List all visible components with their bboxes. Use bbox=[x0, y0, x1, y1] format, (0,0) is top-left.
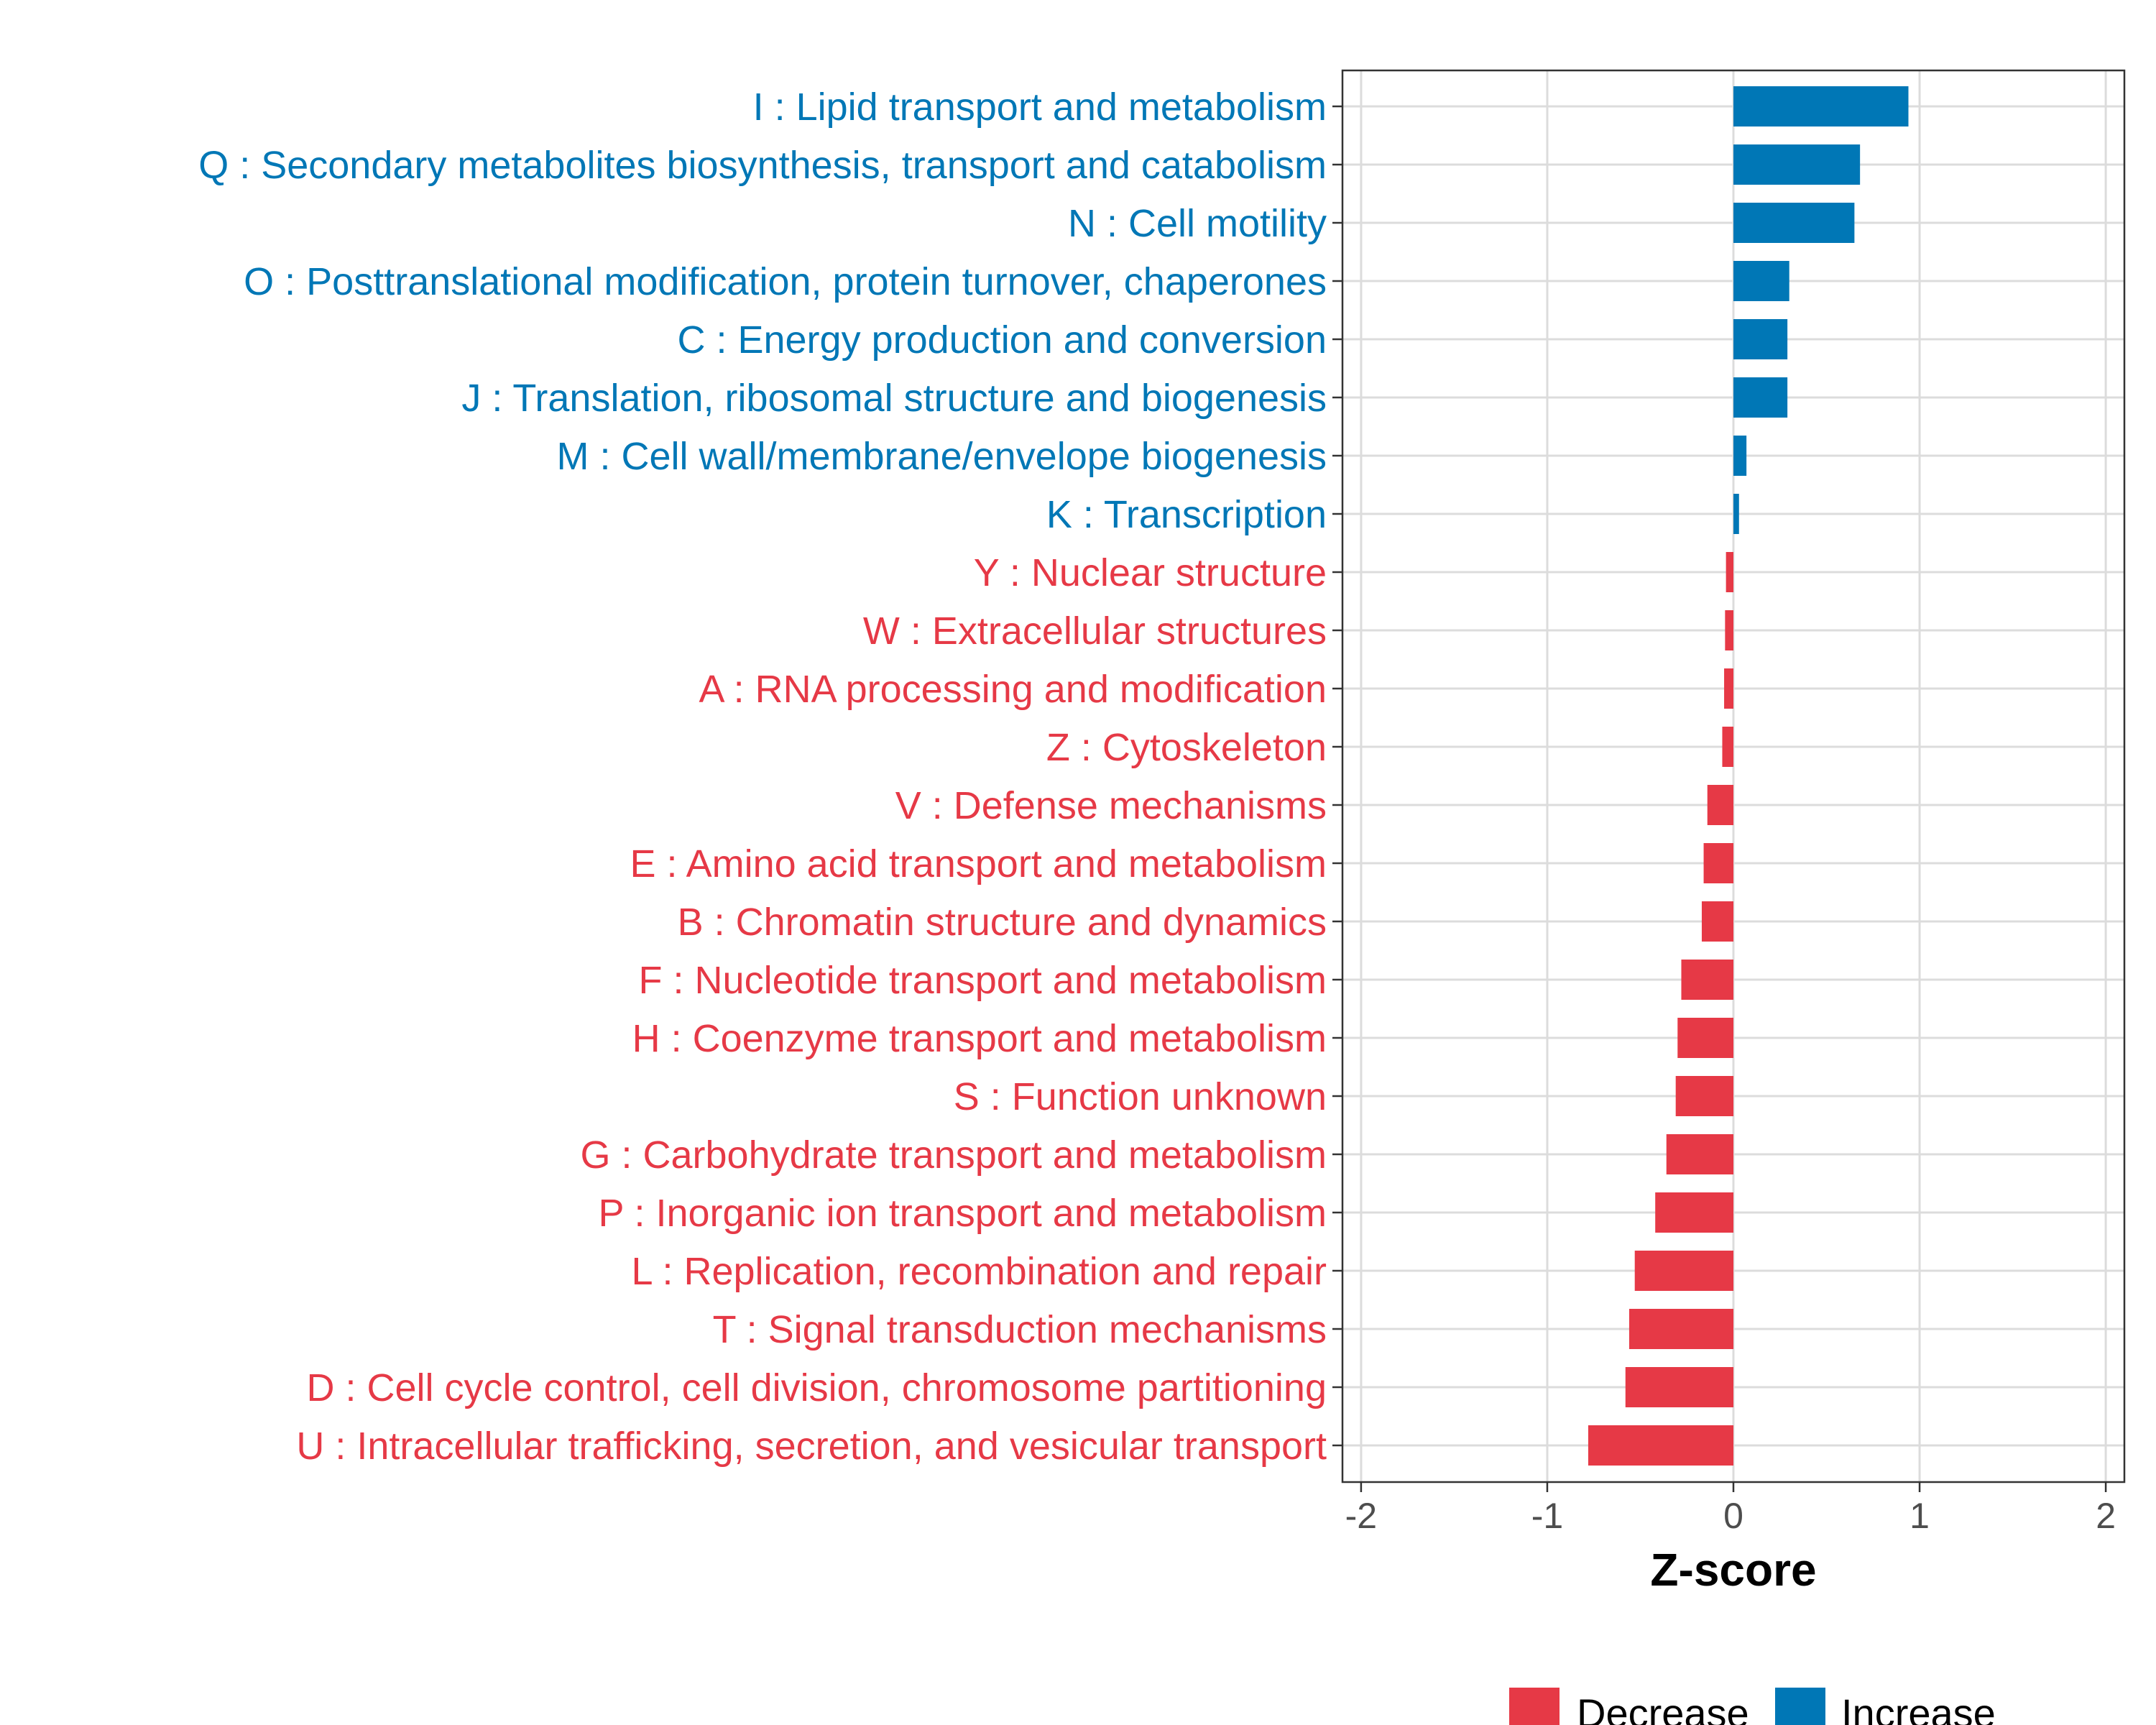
bar bbox=[1634, 1251, 1733, 1291]
x-tick-label: 1 bbox=[1909, 1496, 1930, 1536]
category-label: D : Cell cycle control, cell division, c… bbox=[306, 1366, 1327, 1409]
bar bbox=[1703, 843, 1733, 883]
bar bbox=[1625, 1367, 1733, 1407]
bar bbox=[1733, 319, 1788, 359]
category-label: G : Carbohydrate transport and metabolis… bbox=[581, 1133, 1327, 1177]
category-label: W : Extracellular structures bbox=[863, 610, 1327, 653]
bar bbox=[1666, 1134, 1733, 1174]
legend: Decrease Increase bbox=[1509, 1688, 1996, 1725]
category-label: F : Nucleotide transport and metabolism bbox=[639, 959, 1327, 1002]
x-axis-ticks bbox=[1360, 1482, 2107, 1492]
bar bbox=[1675, 1076, 1733, 1116]
x-axis-tick-labels: -2 -1 0 1 2 bbox=[1345, 1496, 2116, 1536]
bar bbox=[1733, 144, 1861, 185]
legend-swatch bbox=[1775, 1688, 1825, 1725]
legend-label: Increase bbox=[1841, 1690, 1996, 1725]
category-label: S : Function unknown bbox=[954, 1075, 1327, 1118]
bar bbox=[1681, 960, 1733, 1000]
category-label: I : Lipid transport and metabolism bbox=[753, 86, 1327, 129]
category-label: K : Transcription bbox=[1046, 493, 1327, 536]
y-axis-ticks bbox=[1332, 105, 1342, 1447]
category-label: E : Amino acid transport and metabolism bbox=[630, 842, 1327, 886]
bar bbox=[1628, 1309, 1733, 1349]
bars bbox=[1588, 86, 1909, 1466]
category-label: M : Cell wall/membrane/envelope biogenes… bbox=[556, 435, 1327, 478]
legend-swatch bbox=[1509, 1688, 1560, 1725]
bar bbox=[1588, 1425, 1733, 1466]
category-label: P : Inorganic ion transport and metaboli… bbox=[598, 1192, 1327, 1235]
category-label: B : Chromatin structure and dynamics bbox=[678, 901, 1327, 944]
x-axis-title: Z-score bbox=[1650, 1544, 1816, 1596]
x-tick-label: -2 bbox=[1345, 1496, 1377, 1536]
category-label: U : Intracellular trafficking, secretion… bbox=[296, 1425, 1327, 1468]
bar bbox=[1707, 785, 1733, 825]
bar bbox=[1733, 203, 1855, 243]
legend-label: Decrease bbox=[1577, 1690, 1749, 1725]
bar bbox=[1722, 727, 1733, 767]
category-label: C : Energy production and conversion bbox=[677, 318, 1327, 362]
x-tick-label: 0 bbox=[1723, 1496, 1743, 1536]
category-label: Z : Cytoskeleton bbox=[1046, 726, 1327, 769]
category-label: A : RNA processing and modification bbox=[699, 668, 1327, 711]
bar bbox=[1733, 86, 1909, 126]
x-tick-label: -1 bbox=[1531, 1496, 1563, 1536]
bar bbox=[1724, 668, 1733, 709]
bar bbox=[1733, 377, 1788, 418]
category-label: J : Translation, ribosomal structure and… bbox=[461, 377, 1327, 420]
category-label: Q : Secondary metabolites biosynthesis, … bbox=[198, 144, 1327, 187]
bar bbox=[1733, 494, 1739, 534]
x-tick-label: 2 bbox=[2096, 1496, 2116, 1536]
category-label: Y : Nuclear structure bbox=[974, 551, 1327, 594]
category-label: T : Signal transduction mechanisms bbox=[713, 1308, 1327, 1351]
bar bbox=[1655, 1192, 1733, 1233]
bar bbox=[1725, 610, 1733, 650]
bar bbox=[1726, 552, 1733, 592]
bar bbox=[1701, 901, 1733, 942]
category-label: O : Posttranslational modification, prot… bbox=[244, 260, 1327, 303]
bar bbox=[1733, 436, 1747, 476]
category-label: V : Defense mechanisms bbox=[895, 784, 1327, 827]
category-label: H : Coenzyme transport and metabolism bbox=[632, 1017, 1327, 1060]
category-label: N : Cell motility bbox=[1068, 202, 1327, 245]
bar bbox=[1733, 261, 1789, 301]
category-label: L : Replication, recombination and repai… bbox=[631, 1250, 1327, 1293]
y-axis-category-labels: I : Lipid transport and metabolism Q : Se… bbox=[198, 86, 1327, 1468]
bar bbox=[1677, 1018, 1733, 1058]
